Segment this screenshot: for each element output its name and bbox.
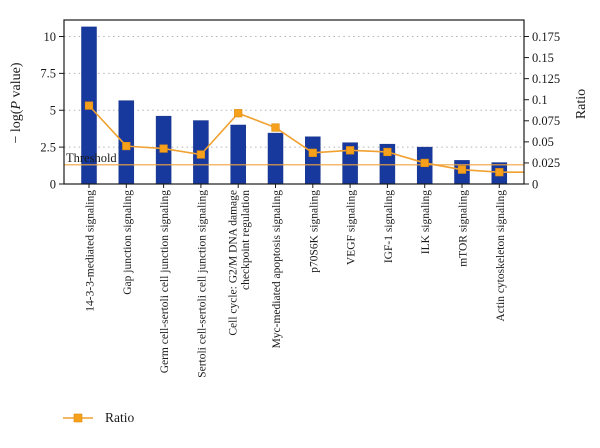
right-axis: 0 0.025 0.05 0.075 0.1 0.125 0.15 0.175 [524, 30, 560, 191]
bars-series [81, 26, 508, 185]
x-axis-category-label: VEGF signaling [346, 190, 358, 265]
ratio-marker [495, 168, 504, 177]
x-axis-category-label: p70S6K signaling [308, 190, 320, 273]
left-axis-tick-label: 10 [44, 30, 57, 44]
x-axis-category-label: Germ cell-sertoli cell junction signalin… [159, 190, 171, 374]
x-axis-category-label: Cell cycle: G2/M DNA damage [228, 190, 240, 336]
y-axis-title-italic-p: P [9, 100, 24, 110]
left-axis-tick-label: 0 [50, 177, 56, 191]
x-axis-category-label: mTOR signaling [458, 190, 470, 267]
right-axis-tick-label: 0.1 [532, 93, 548, 107]
y-axis-title-suffix: value) [9, 62, 24, 101]
ratio-marker [122, 141, 131, 151]
x-axis-category-label: Myc-mediated apoptosis signaling [271, 190, 283, 349]
x-axis-category-label: Sertoli cell-sertoli cell junction signa… [196, 190, 208, 378]
x-axis: 14-3-3-mediated signaling Gap junction si… [85, 184, 507, 378]
ratio-marker [420, 158, 429, 168]
threshold-label: Threshold [66, 151, 117, 165]
ratio-marker [457, 165, 467, 174]
bar [230, 124, 246, 185]
bar [305, 136, 321, 185]
x-axis-category-label: Actin cytoskeleton signaling [495, 190, 507, 322]
ratio-marker [234, 109, 243, 118]
right-axis-tick-label: 0 [532, 177, 538, 191]
plot-frame [63, 19, 525, 185]
right-axis-tick-label: 0.125 [532, 72, 560, 86]
right-axis-tick-label: 0.05 [532, 135, 554, 149]
x-axis-category-label: IGF-1 signaling [383, 190, 395, 263]
left-axis-tick-label: 5 [50, 104, 56, 118]
gridlines [64, 36, 524, 148]
x-axis-category-label: checkpoint regulation [240, 190, 252, 290]
ratio-marker [159, 144, 168, 153]
legend-label: Ratio [105, 410, 135, 425]
ratio-marker [84, 101, 94, 110]
left-axis: 0 2.5 5 7.5 10 [40, 30, 64, 191]
left-axis-tick-label: 2.5 [40, 140, 56, 154]
ratio-marker [196, 150, 206, 159]
right-axis-tick-label: 0.175 [532, 30, 560, 44]
x-axis-category-label: Gap junction signaling [122, 190, 134, 295]
ratio-markers [84, 101, 504, 177]
right-axis-tick-label: 0.025 [532, 156, 560, 170]
left-axis-tick-label: 7.5 [40, 67, 56, 81]
ratio-marker [271, 123, 280, 132]
legend: Ratio [62, 410, 134, 426]
ratio-marker [383, 147, 392, 157]
bar [267, 132, 284, 185]
y-axis-title-prefix: − log( [9, 109, 24, 144]
right-axis-tick-label: 0.15 [532, 51, 554, 65]
ratio-legend-marker-icon [63, 413, 93, 423]
ratio-marker [308, 148, 317, 157]
x-axis-category-label: 14-3-3-mediated signaling [85, 190, 97, 312]
ratio-marker [345, 146, 355, 155]
right-axis-tick-label: 0.075 [532, 114, 560, 128]
y-axis-title: − log(P value) [9, 23, 27, 183]
x-axis-category-label: ILK signaling [420, 190, 432, 254]
right-axis-title: Ratio [574, 88, 589, 120]
